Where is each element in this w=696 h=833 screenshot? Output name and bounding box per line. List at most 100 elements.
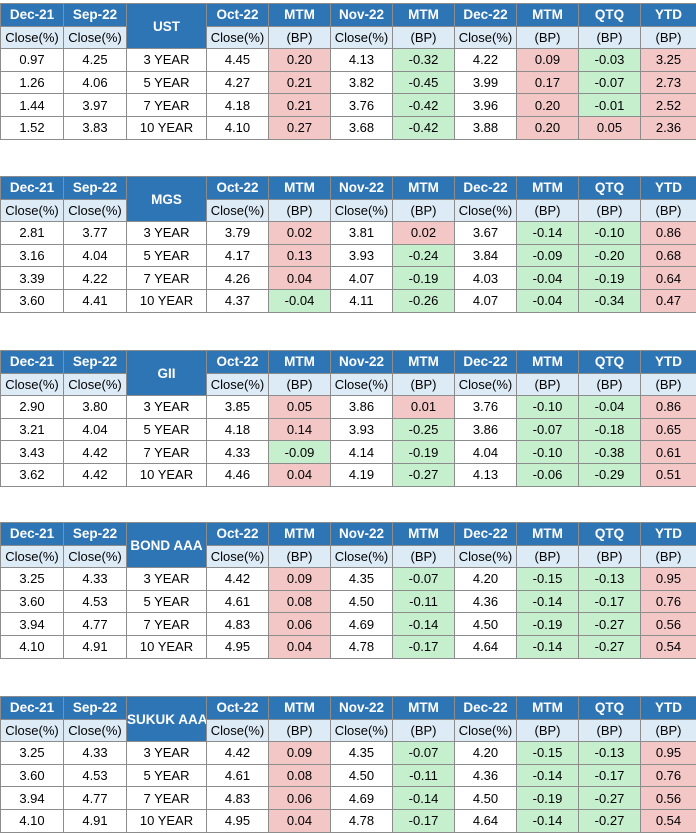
cell-qtq: -0.27 <box>579 613 641 636</box>
yield-table-ust: Dec-21 Sep-22 UST Oct-22 MTM Nov-22 MTM … <box>0 3 696 140</box>
header-oct22: Oct-22 <box>207 523 269 546</box>
yield-table-bond-aaa: Dec-21 Sep-22 BOND AAA Oct-22 MTM Nov-22… <box>0 522 696 659</box>
cell-mtm: -0.09 <box>269 441 331 464</box>
cell-dec22: 4.36 <box>455 764 517 787</box>
header-sep22: Sep-22 <box>64 177 127 200</box>
cell-sep22: 4.42 <box>64 463 127 486</box>
cell-mtm: -0.27 <box>393 463 455 486</box>
table-row: 4.10 4.91 10 YEAR 4.95 0.04 4.78 -0.17 4… <box>1 635 696 658</box>
subheader-cell: (BP) <box>579 26 641 49</box>
cell-tenor: 3 YEAR <box>127 396 207 419</box>
cell-oct22: 3.79 <box>207 222 269 245</box>
cell-mtm: -0.19 <box>393 441 455 464</box>
cell-nov22: 4.50 <box>331 764 393 787</box>
cell-ytd: 0.51 <box>641 463 696 486</box>
cell-tenor: 5 YEAR <box>127 418 207 441</box>
subheader-row: Close(%) Close(%) Close(%) (BP) Close(%)… <box>1 373 696 396</box>
cell-mtm: -0.19 <box>517 787 579 810</box>
cell-tenor: 3 YEAR <box>127 49 207 72</box>
cell-mtm: 0.27 <box>269 116 331 139</box>
subheader-row: Close(%) Close(%) Close(%) (BP) Close(%)… <box>1 199 696 222</box>
cell-oct22: 4.10 <box>207 116 269 139</box>
cell-ytd: 0.68 <box>641 244 696 267</box>
cell-mtm: 0.08 <box>269 590 331 613</box>
subheader-cell: (BP) <box>393 719 455 742</box>
cell-tenor: 3 YEAR <box>127 742 207 765</box>
cell-ytd: 0.95 <box>641 568 696 591</box>
cell-tenor: 7 YEAR <box>127 267 207 290</box>
cell-mtm: 0.06 <box>269 787 331 810</box>
cell-tenor: 10 YEAR <box>127 116 207 139</box>
cell-mtm: -0.11 <box>393 764 455 787</box>
cell-mtm: -0.14 <box>393 787 455 810</box>
cell-oct22: 4.27 <box>207 71 269 94</box>
subheader-cell: (BP) <box>269 199 331 222</box>
cell-tenor: 7 YEAR <box>127 787 207 810</box>
cell-nov22: 3.82 <box>331 71 393 94</box>
cell-mtm: 0.20 <box>517 116 579 139</box>
cell-nov22: 3.81 <box>331 222 393 245</box>
cell-dec22: 3.99 <box>455 71 517 94</box>
table-row: 3.43 4.42 7 YEAR 4.33 -0.09 4.14 -0.19 4… <box>1 441 696 464</box>
subheader-cell: (BP) <box>641 719 696 742</box>
subheader-cell: Close(%) <box>1 545 64 568</box>
header-qtq: QTQ <box>579 351 641 374</box>
header-dec22: Dec-22 <box>455 177 517 200</box>
cell-dec22: 4.36 <box>455 590 517 613</box>
cell-oct22: 4.37 <box>207 289 269 312</box>
subheader-cell: (BP) <box>393 26 455 49</box>
cell-nov22: 4.07 <box>331 267 393 290</box>
cell-mtm: 0.08 <box>269 764 331 787</box>
header-ytd: YTD <box>641 697 696 720</box>
header-nov22: Nov-22 <box>331 697 393 720</box>
header-dec22: Dec-22 <box>455 351 517 374</box>
cell-oct22: 4.42 <box>207 742 269 765</box>
cell-nov22: 4.35 <box>331 568 393 591</box>
cell-mtm: -0.19 <box>393 267 455 290</box>
cell-oct22: 4.61 <box>207 764 269 787</box>
cell-ytd: 0.86 <box>641 222 696 245</box>
cell-ytd: 2.52 <box>641 94 696 117</box>
cell-mtm: -0.04 <box>517 289 579 312</box>
subheader-cell: (BP) <box>641 26 696 49</box>
cell-oct22: 4.17 <box>207 244 269 267</box>
cell-dec22: 4.50 <box>455 787 517 810</box>
cell-sep22: 4.91 <box>64 809 127 832</box>
yield-table-mgs: Dec-21 Sep-22 MGS Oct-22 MTM Nov-22 MTM … <box>0 176 696 313</box>
subheader-cell: Close(%) <box>207 26 269 49</box>
cell-mtm: 0.21 <box>269 71 331 94</box>
header-ytd: YTD <box>641 177 696 200</box>
cell-dec21: 3.25 <box>1 742 64 765</box>
cell-dec21: 3.94 <box>1 613 64 636</box>
cell-qtq: -0.27 <box>579 635 641 658</box>
cell-mtm: 0.04 <box>269 463 331 486</box>
cell-dec22: 3.76 <box>455 396 517 419</box>
cell-ytd: 2.73 <box>641 71 696 94</box>
header-oct22: Oct-22 <box>207 351 269 374</box>
header-oct22: Oct-22 <box>207 697 269 720</box>
cell-dec21: 0.97 <box>1 49 64 72</box>
cell-oct22: 4.26 <box>207 267 269 290</box>
cell-mtm: -0.14 <box>393 613 455 636</box>
subheader-cell: (BP) <box>517 719 579 742</box>
cell-mtm: -0.26 <box>393 289 455 312</box>
subheader-cell: (BP) <box>579 545 641 568</box>
cell-tenor: 7 YEAR <box>127 94 207 117</box>
cell-nov22: 3.86 <box>331 396 393 419</box>
cell-nov22: 3.76 <box>331 94 393 117</box>
cell-qtq: 0.05 <box>579 116 641 139</box>
cell-ytd: 0.65 <box>641 418 696 441</box>
cell-mtm: -0.14 <box>517 222 579 245</box>
table-label: SUKUK AAA <box>127 697 207 742</box>
cell-dec22: 4.07 <box>455 289 517 312</box>
cell-mtm: -0.07 <box>393 742 455 765</box>
cell-nov22: 4.13 <box>331 49 393 72</box>
cell-mtm: -0.11 <box>393 590 455 613</box>
cell-dec21: 3.60 <box>1 764 64 787</box>
cell-dec22: 4.50 <box>455 613 517 636</box>
cell-dec21: 3.16 <box>1 244 64 267</box>
cell-mtm: 0.20 <box>269 49 331 72</box>
subheader-cell: Close(%) <box>64 373 127 396</box>
subheader-cell: (BP) <box>393 545 455 568</box>
cell-ytd: 0.64 <box>641 267 696 290</box>
